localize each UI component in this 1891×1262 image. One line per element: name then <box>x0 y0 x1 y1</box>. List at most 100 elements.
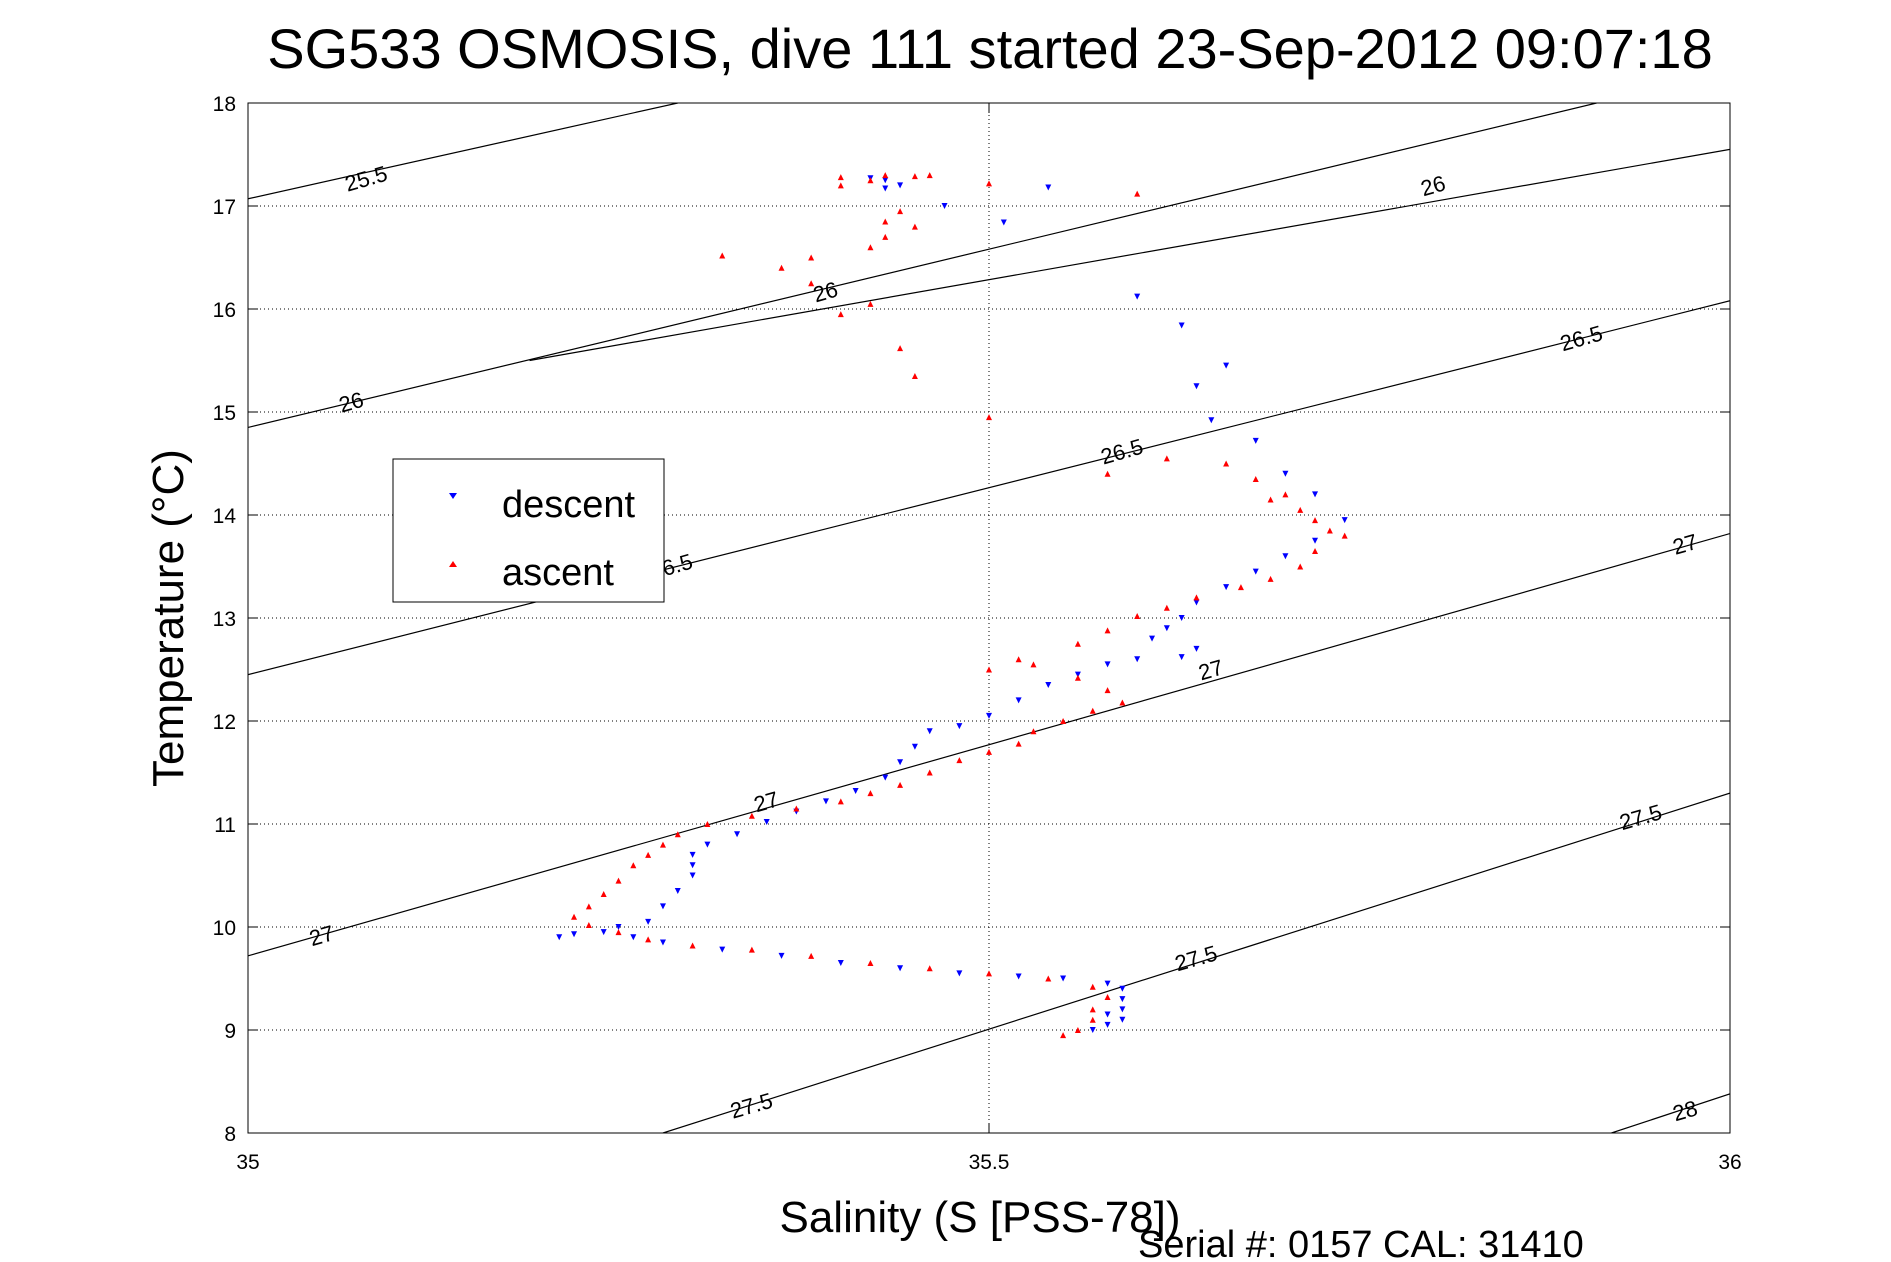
ascent-point <box>1045 975 1052 982</box>
descent-point <box>926 728 933 735</box>
descent-point <box>941 203 948 209</box>
descent-point <box>645 918 652 925</box>
ascent-point <box>986 666 992 673</box>
descent-point <box>897 182 904 189</box>
ascent-point <box>882 172 889 179</box>
descent-point <box>822 798 829 805</box>
ascent-point <box>837 798 844 805</box>
legend-ascent-marker <box>449 561 457 567</box>
descent-point <box>1089 1027 1096 1033</box>
ascent-point <box>837 174 844 181</box>
ascent-point <box>1252 475 1259 482</box>
descent-point <box>1193 645 1200 652</box>
axis-ticks: 35 35.5 36 8 9 10 11 12 13 14 15 16 17 18 <box>213 93 1742 1174</box>
descent-point <box>1208 417 1215 424</box>
descent-point <box>897 965 904 972</box>
ascent-point <box>1074 1027 1081 1033</box>
descent-point <box>1193 599 1200 606</box>
ascent-point <box>882 218 889 225</box>
descent-point <box>911 743 918 750</box>
ascent-point <box>1223 460 1230 467</box>
ascent-point <box>867 244 874 251</box>
y-tick-label: 16 <box>213 299 236 322</box>
ascent-point <box>1030 728 1037 735</box>
density-contour-line <box>1611 1093 1730 1133</box>
ascent-point <box>926 769 933 776</box>
ascent-point <box>1282 491 1289 498</box>
ascent-point <box>956 757 963 764</box>
descent-point <box>837 960 844 967</box>
ascent-point <box>585 903 592 910</box>
descent-point <box>897 759 904 766</box>
x-tick-label: 36 <box>1718 1151 1741 1174</box>
y-tick-label: 10 <box>213 917 236 940</box>
descent-point <box>674 887 681 894</box>
ascent-point <box>1104 627 1111 634</box>
descent-point <box>1252 437 1259 444</box>
descent-point <box>1119 1016 1126 1023</box>
descent-point <box>763 818 770 825</box>
descent-point <box>1104 661 1111 668</box>
descent-point <box>1163 625 1170 632</box>
descent-point <box>1000 219 1007 226</box>
descent-point <box>1282 470 1289 477</box>
ascent-point <box>1104 470 1111 477</box>
ascent-point <box>808 952 815 959</box>
descent-point <box>1119 1006 1126 1013</box>
ascent-point <box>778 264 785 271</box>
legend-ascent-label: ascent <box>502 552 614 594</box>
descent-point <box>1104 980 1111 987</box>
ascent-point <box>926 172 933 179</box>
ascent-point <box>1104 994 1111 1001</box>
ascent-point <box>897 208 904 215</box>
density-contour-line <box>529 148 1730 362</box>
ascent-point <box>867 960 874 967</box>
ascent-point <box>1089 1016 1096 1023</box>
ascent-point <box>1104 687 1111 694</box>
descent-point <box>882 177 889 184</box>
descent-point <box>882 185 889 192</box>
descent-point <box>882 774 889 781</box>
descent-point <box>704 841 711 848</box>
ascent-point <box>748 812 755 819</box>
ascent-point <box>911 173 918 180</box>
descent-point <box>689 872 696 879</box>
y-tick-label: 14 <box>213 505 237 528</box>
ascent-point <box>585 921 592 928</box>
serial-cal-footer: Serial #: 0157 CAL: 31410 <box>1138 1224 1584 1262</box>
ascent-point <box>1163 455 1170 462</box>
ascent-point <box>1015 656 1022 663</box>
ascent-point <box>1089 983 1096 990</box>
descent-point <box>600 929 607 936</box>
ascent-point <box>986 748 992 755</box>
ascent-point <box>867 790 874 797</box>
density-contour-line <box>248 103 1597 429</box>
ascent-point <box>1163 604 1170 611</box>
descent-point <box>1074 671 1081 678</box>
x-tick-label: 35.5 <box>969 1151 1010 1174</box>
ascent-point <box>630 862 637 869</box>
density-contour-line <box>248 532 1730 957</box>
ascent-point <box>986 970 992 977</box>
ascent-point <box>986 414 992 421</box>
density-contour-line <box>662 792 1730 1133</box>
ascent-point <box>659 841 666 848</box>
descent-point <box>556 934 563 941</box>
descent-point <box>1015 697 1022 704</box>
ascent-point <box>793 805 800 812</box>
ascent-point <box>645 936 652 943</box>
descent-point <box>1119 996 1126 1003</box>
ascent-point <box>1134 190 1141 197</box>
ascent-point <box>719 252 726 259</box>
descent-point <box>689 862 696 869</box>
descent-point <box>1312 537 1319 544</box>
ascent-point <box>911 223 918 230</box>
descent-point <box>1149 635 1156 642</box>
descent-point <box>1178 322 1185 329</box>
descent-point <box>1223 362 1230 369</box>
ascent-point <box>1312 517 1319 524</box>
ascent-point <box>1030 661 1037 668</box>
descent-point <box>1060 975 1067 982</box>
ascent-point <box>1119 699 1126 706</box>
